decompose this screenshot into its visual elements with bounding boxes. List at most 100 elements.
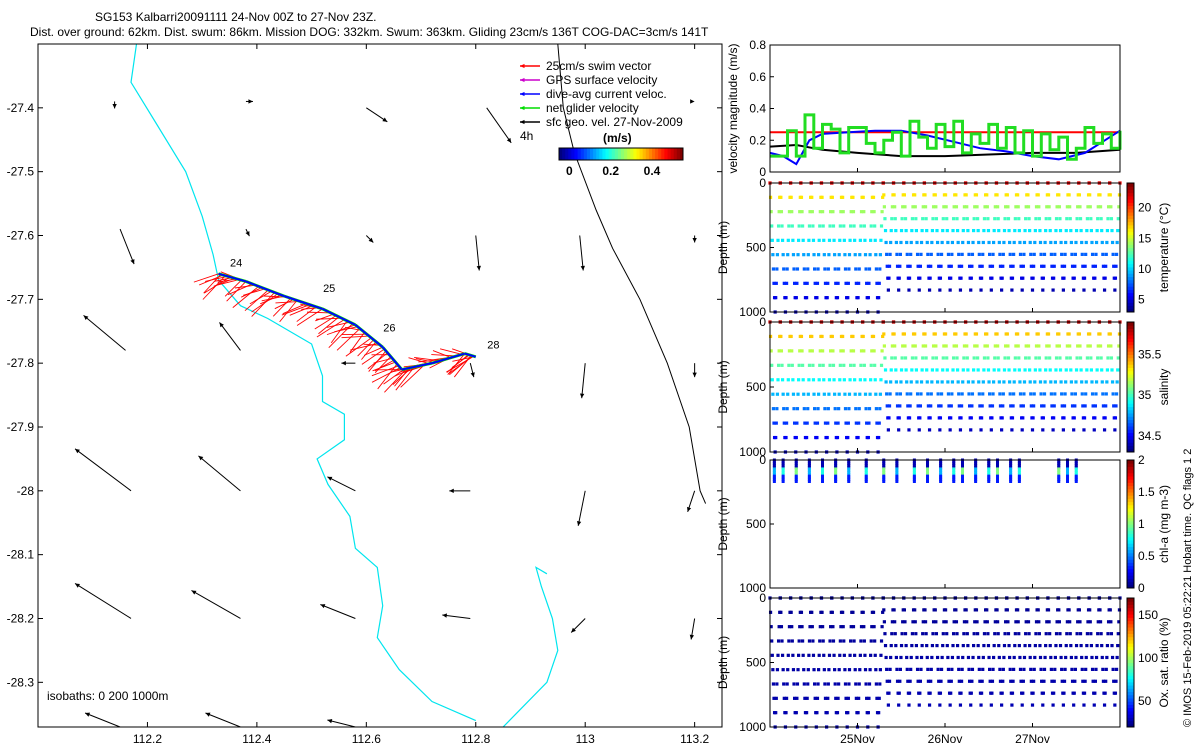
profile-sample bbox=[1081, 679, 1085, 683]
profile-sample bbox=[1093, 264, 1098, 268]
chl-sample bbox=[821, 460, 824, 464]
profile-sample bbox=[913, 205, 917, 209]
profile-sample bbox=[858, 392, 862, 396]
profile-sample bbox=[865, 421, 869, 425]
profile-colorbar-cell bbox=[1127, 575, 1134, 579]
profile-colorbar-cell bbox=[1127, 675, 1134, 680]
profile-sample bbox=[1010, 416, 1015, 420]
profile-colorbar-cell bbox=[1127, 344, 1134, 349]
profile-colorbar-cell bbox=[1127, 652, 1134, 657]
profile-sample bbox=[949, 264, 953, 268]
colorbar-cell bbox=[568, 148, 572, 160]
chl-sample bbox=[834, 476, 838, 480]
profile-sample bbox=[1064, 380, 1068, 384]
profile-sample bbox=[973, 344, 977, 348]
geo-velocity-vector bbox=[581, 363, 586, 399]
profile-sample bbox=[923, 193, 927, 197]
profile-sample bbox=[887, 276, 891, 280]
profile-colorbar-label: salinity bbox=[1157, 369, 1171, 406]
profile-sample bbox=[921, 217, 925, 221]
profile-sample bbox=[1111, 392, 1115, 396]
profile-sample bbox=[1065, 356, 1069, 360]
profile-sample bbox=[1105, 228, 1110, 233]
chl-sample bbox=[847, 472, 851, 476]
chl-sample bbox=[772, 476, 776, 480]
profile-sample bbox=[827, 238, 832, 242]
profile-sample bbox=[890, 205, 894, 209]
profile-sample bbox=[941, 228, 945, 233]
profile-sample bbox=[827, 392, 831, 396]
colorbar-cell bbox=[630, 148, 634, 160]
profile-sample bbox=[768, 195, 773, 199]
profile-sample bbox=[787, 625, 792, 629]
profile-sample bbox=[803, 281, 807, 285]
profile-sample bbox=[770, 224, 774, 228]
profile-sample bbox=[806, 267, 810, 271]
profile-sample bbox=[954, 620, 959, 624]
profile-sample bbox=[1044, 632, 1048, 636]
dive-avg-current bbox=[431, 352, 466, 365]
profile-sample bbox=[989, 288, 993, 292]
profile-sample bbox=[1047, 205, 1051, 209]
profile-sample bbox=[1104, 404, 1108, 408]
profile-sample bbox=[988, 252, 992, 256]
dive-avg-current bbox=[218, 272, 247, 283]
profile-colorbar-tick: 35.5 bbox=[1138, 348, 1162, 362]
chl-sample bbox=[1066, 472, 1069, 476]
profile-sample bbox=[998, 667, 1002, 671]
profile-colorbar-tick: 20 bbox=[1138, 201, 1152, 215]
profile-sample bbox=[1073, 392, 1077, 396]
profile-sample bbox=[965, 344, 969, 348]
profile-sample bbox=[806, 253, 810, 257]
profile-sample bbox=[849, 210, 853, 214]
profile-sample bbox=[884, 240, 888, 245]
profile-sample bbox=[792, 682, 796, 686]
profile-ytick-label: 500 bbox=[746, 241, 766, 255]
profile-sample bbox=[971, 655, 975, 660]
profile-sample bbox=[782, 407, 786, 411]
profile-sample bbox=[866, 711, 870, 715]
profile-sample bbox=[1112, 264, 1116, 268]
profile-sample bbox=[820, 195, 824, 199]
profile-sample bbox=[841, 349, 845, 353]
profile-sample bbox=[962, 344, 967, 348]
profile-sample bbox=[861, 610, 865, 614]
profile-sample bbox=[1054, 632, 1059, 636]
profile-sample bbox=[817, 392, 821, 396]
profile-sample bbox=[1075, 356, 1079, 360]
velocity-ytick-label: 0 bbox=[759, 165, 766, 179]
profile-colorbar-cell bbox=[1127, 364, 1134, 368]
profile-sample bbox=[898, 392, 902, 396]
profile-colorbar-cell bbox=[1127, 543, 1134, 547]
profile-sample bbox=[1098, 193, 1102, 197]
chl-sample bbox=[987, 463, 991, 467]
profile-sample bbox=[962, 356, 966, 360]
profile-colorbar-cell bbox=[1127, 501, 1134, 506]
profile-sample bbox=[1027, 217, 1031, 221]
profile-sample bbox=[831, 625, 835, 629]
profile-sample bbox=[1008, 392, 1012, 396]
profile-sample bbox=[1012, 655, 1016, 660]
colorbar-cell bbox=[605, 148, 610, 160]
profile-sample bbox=[1032, 392, 1036, 396]
profile-sample bbox=[986, 356, 990, 360]
chl-sample bbox=[926, 476, 929, 480]
profile-sample bbox=[1031, 691, 1035, 695]
map-xtick-label: 112.6 bbox=[352, 732, 381, 746]
profile-sample bbox=[957, 404, 961, 408]
profile-sample bbox=[1104, 264, 1108, 268]
profile-sample bbox=[1117, 205, 1121, 209]
profile-sample bbox=[1037, 632, 1041, 636]
profile-sample bbox=[996, 356, 1000, 360]
chl-sample bbox=[974, 474, 978, 478]
profile-sample bbox=[1052, 276, 1056, 280]
profile-sample bbox=[835, 711, 840, 715]
profile-sample bbox=[923, 344, 928, 348]
profile-sample bbox=[883, 228, 888, 233]
profile-colorbar-cell bbox=[1127, 416, 1134, 420]
geo-velocity-vector-head bbox=[320, 604, 326, 609]
profile-sample bbox=[868, 668, 872, 672]
chl-sample bbox=[939, 460, 943, 464]
profile-sample bbox=[784, 296, 788, 300]
swim-vector bbox=[318, 316, 340, 335]
